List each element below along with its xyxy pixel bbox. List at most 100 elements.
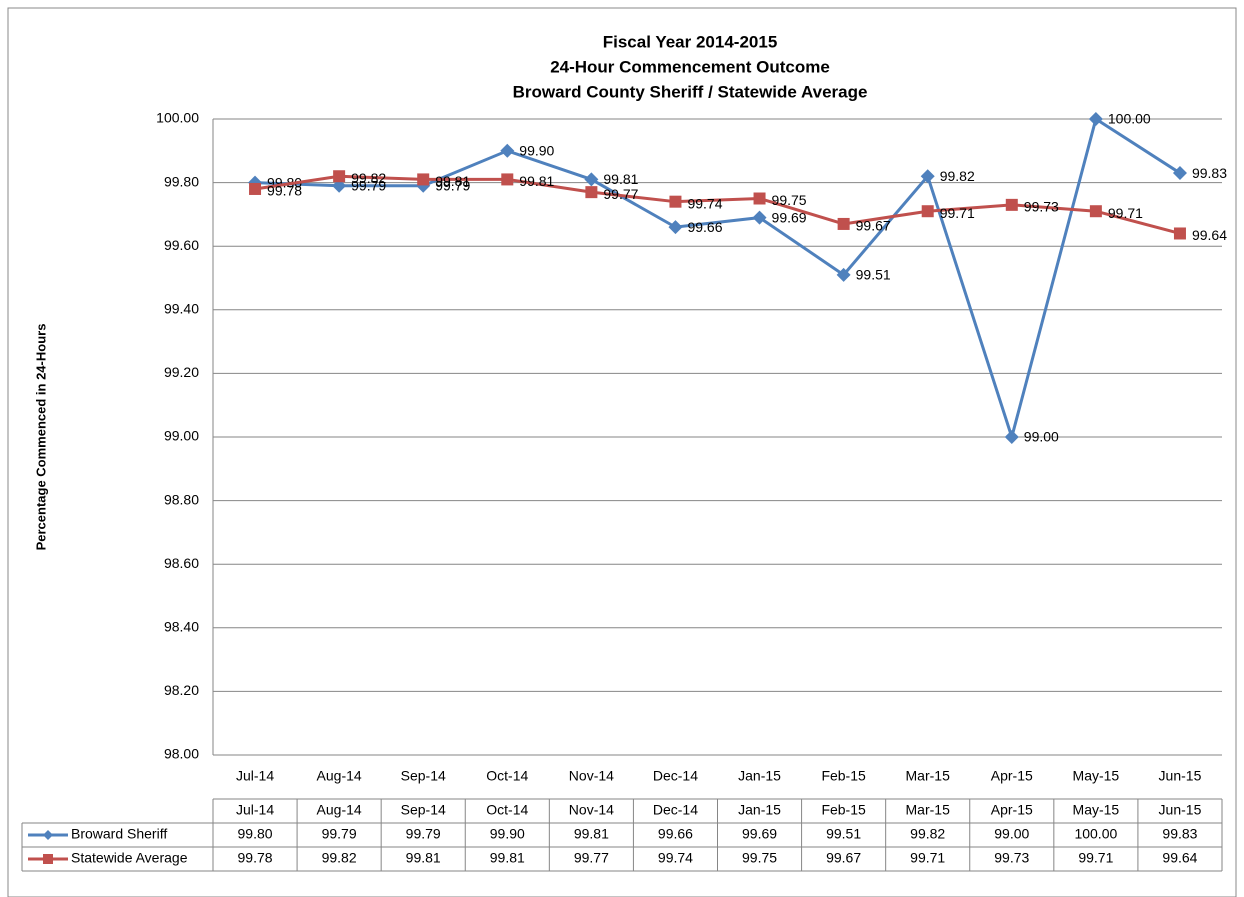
table-value: 99.80 xyxy=(238,826,273,842)
data-label: 99.83 xyxy=(1192,165,1227,181)
table-header: Jun-15 xyxy=(1159,802,1202,818)
table-header: Sep-14 xyxy=(401,802,446,818)
data-label: 99.78 xyxy=(267,183,302,199)
table-header: Apr-15 xyxy=(991,802,1033,818)
data-label: 99.79 xyxy=(351,177,386,193)
marker xyxy=(501,173,514,186)
x-tick-label: May-15 xyxy=(1073,768,1120,784)
marker xyxy=(500,143,515,158)
y-tick-label: 99.40 xyxy=(164,301,199,317)
data-label: 99.81 xyxy=(519,173,554,189)
table-value: 99.66 xyxy=(658,826,693,842)
y-axis-label: Percentage Commenced in 24-Hours xyxy=(33,324,48,551)
data-label: 99.79 xyxy=(435,177,470,193)
data-label: 100.00 xyxy=(1108,111,1151,127)
legend-marker xyxy=(43,854,53,864)
table-value: 99.81 xyxy=(490,850,525,866)
table-value: 99.64 xyxy=(1162,850,1197,866)
table-value: 99.81 xyxy=(574,826,609,842)
data-label: 99.81 xyxy=(435,173,470,189)
x-tick-label: Aug-14 xyxy=(317,768,362,784)
series-line xyxy=(254,174,1181,235)
marker xyxy=(249,182,262,195)
table-value: 99.71 xyxy=(1078,850,1113,866)
legend-label: Statewide Average xyxy=(71,850,188,866)
data-label: 99.69 xyxy=(772,209,807,225)
table-value: 99.00 xyxy=(994,826,1029,842)
marker xyxy=(669,195,682,208)
table-value: 99.82 xyxy=(322,850,357,866)
y-tick-label: 98.80 xyxy=(164,491,199,507)
data-label: 99.71 xyxy=(1108,205,1143,221)
marker xyxy=(668,220,683,235)
data-label: 99.67 xyxy=(856,218,891,234)
marker xyxy=(1089,205,1102,218)
data-label: 99.77 xyxy=(603,186,638,202)
data-label: 99.90 xyxy=(519,143,554,159)
y-tick-label: 98.60 xyxy=(164,555,199,571)
table-value: 99.75 xyxy=(742,850,777,866)
y-tick-label: 99.60 xyxy=(164,237,199,253)
chart-title: Fiscal Year 2014-2015 xyxy=(603,32,778,51)
table-header: Jan-15 xyxy=(738,802,781,818)
data-label: 99.74 xyxy=(687,195,722,211)
table-header: Jul-14 xyxy=(236,802,274,818)
x-tick-label: Dec-14 xyxy=(653,768,698,784)
chart-border xyxy=(7,7,1237,897)
x-tick-label: Jun-15 xyxy=(1159,768,1202,784)
marker xyxy=(752,210,767,225)
x-tick-label: Jul-14 xyxy=(236,768,274,784)
marker xyxy=(921,205,934,218)
marker xyxy=(837,217,850,230)
table-value: 99.90 xyxy=(490,826,525,842)
y-tick-label: 99.00 xyxy=(164,428,199,444)
table-value: 100.00 xyxy=(1074,826,1117,842)
table-header: Oct-14 xyxy=(486,802,528,818)
data-label: 99.82 xyxy=(351,170,386,186)
table-header: Dec-14 xyxy=(653,802,698,818)
y-tick-label: 98.20 xyxy=(164,682,199,698)
marker xyxy=(920,169,935,184)
data-label: 99.81 xyxy=(603,171,638,187)
y-tick-label: 99.20 xyxy=(164,364,199,380)
chart-title: Broward County Sheriff / Statewide Avera… xyxy=(513,82,868,101)
data-label: 99.82 xyxy=(940,168,975,184)
y-tick-label: 100.00 xyxy=(156,110,199,126)
table-value: 99.82 xyxy=(910,826,945,842)
table-header: May-15 xyxy=(1073,802,1120,818)
table-header: Feb-15 xyxy=(821,802,866,818)
marker xyxy=(584,172,599,187)
table-value: 99.73 xyxy=(994,850,1029,866)
table-value: 99.71 xyxy=(910,850,945,866)
table-header: Mar-15 xyxy=(906,802,951,818)
table-value: 99.69 xyxy=(742,826,777,842)
marker xyxy=(585,186,598,199)
marker xyxy=(1004,430,1019,444)
y-tick-label: 99.80 xyxy=(164,173,199,189)
marker xyxy=(417,173,430,186)
table-value: 99.83 xyxy=(1162,826,1197,842)
marker xyxy=(753,192,766,205)
chart-title: 24-Hour Commencement Outcome xyxy=(550,57,830,76)
data-label: 99.00 xyxy=(1024,429,1059,445)
legend-marker xyxy=(43,830,53,840)
series-line xyxy=(254,116,1181,443)
legend-label: Broward Sheriff xyxy=(71,826,167,842)
table-value: 99.78 xyxy=(238,850,273,866)
marker xyxy=(1173,227,1186,240)
x-tick-label: Sep-14 xyxy=(401,768,446,784)
marker xyxy=(332,178,347,193)
table-value: 99.51 xyxy=(826,826,861,842)
table-value: 99.77 xyxy=(574,850,609,866)
data-label: 99.71 xyxy=(940,205,975,221)
data-label: 99.64 xyxy=(1192,227,1227,243)
x-tick-label: Nov-14 xyxy=(569,768,614,784)
data-label: 99.73 xyxy=(1024,199,1059,215)
data-label: 99.66 xyxy=(687,219,722,235)
data-label: 99.51 xyxy=(856,267,891,283)
table-header: Nov-14 xyxy=(569,802,614,818)
y-tick-label: 98.00 xyxy=(164,746,199,762)
x-tick-label: Oct-14 xyxy=(486,768,528,784)
